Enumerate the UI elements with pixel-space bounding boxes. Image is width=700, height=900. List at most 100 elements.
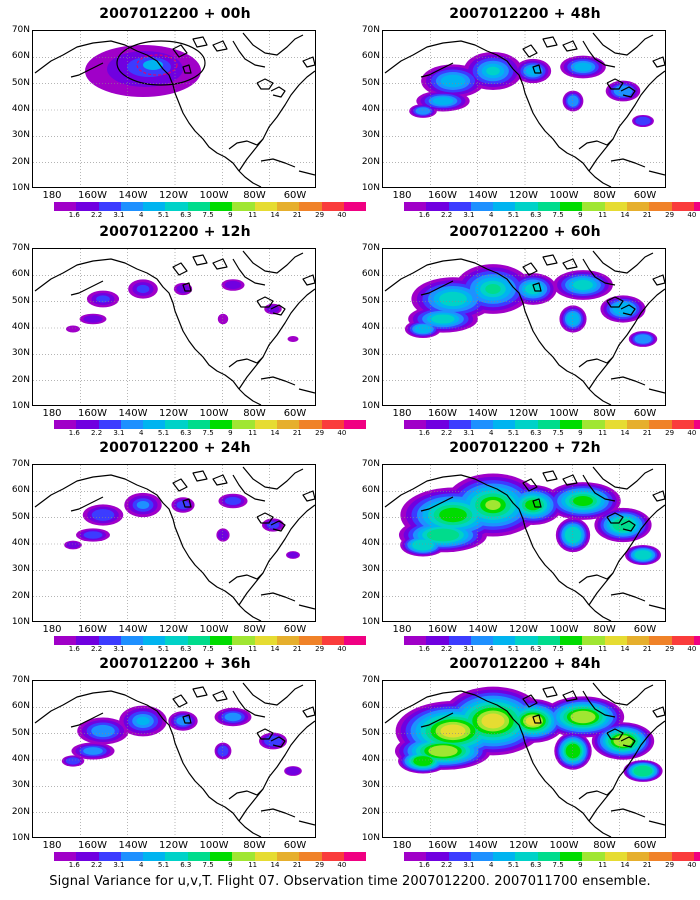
colorbar-swatch <box>165 202 188 211</box>
lon-tick-label: 180 <box>42 624 62 635</box>
colorbar-swatch <box>210 852 233 861</box>
colorbar-swatch <box>120 202 144 211</box>
lat-tick-label: 10N <box>11 401 30 411</box>
lat-tick-label: 10N <box>361 401 380 411</box>
colorbar-label: 11 <box>598 861 608 869</box>
colorbar-label: 4 <box>138 211 144 219</box>
colorbar-swatch <box>493 636 516 645</box>
colorbar-swatch <box>232 202 255 211</box>
colorbar-label: 14 <box>270 429 280 437</box>
lon-tick-label: 120W <box>509 408 538 419</box>
colorbar-swatch <box>582 852 605 861</box>
colorbar-swatch <box>671 852 694 861</box>
panel-title: 2007012200 + 72h <box>449 440 601 456</box>
map-plot <box>32 464 316 622</box>
colorbar-swatch <box>343 636 367 645</box>
colorbar-label: 14 <box>270 645 280 653</box>
colorbar-swatch <box>165 852 188 861</box>
lat-tick-label: 50N <box>361 727 380 738</box>
colorbar-label: 9 <box>228 861 233 869</box>
colorbar-swatch <box>560 202 583 211</box>
lat-tick-label: 10N <box>11 833 30 843</box>
colorbar-label: 14 <box>620 645 630 653</box>
lat-tick-label: 60N <box>361 269 380 280</box>
colorbar-swatch <box>165 420 188 429</box>
colorbar-swatch <box>649 852 672 861</box>
colorbar-swatch <box>343 202 367 211</box>
lon-tick-label: 100W <box>549 408 579 419</box>
colorbar-label: 2.2 <box>441 861 453 869</box>
colorbar-swatch <box>404 636 427 645</box>
colorbar-swatch <box>404 420 427 429</box>
lat-tick-label: 60N <box>11 701 30 712</box>
lon-tick-label: 120W <box>509 190 538 201</box>
colorbar-label: 7.5 <box>552 645 564 653</box>
lat-tick-label: 20N <box>11 156 30 167</box>
colorbar-swatch <box>626 420 650 429</box>
colorbar-labels: 1.6 2.2 3.1 4 5.1 6.3 7.5 9 11 14 21 29 40 <box>404 211 697 220</box>
map-panel: 2007012200 + 72h 70N 60N 50N 40N 30N 20N 10N 180… <box>350 434 700 653</box>
map-panel: 2007012200 + 36h 70N 60N 50N 40N 30N 20N 10N 180… <box>0 650 367 869</box>
colorbar-swatch <box>448 852 471 861</box>
panel-title: 2007012200 + 60h <box>449 224 601 240</box>
colorbar-label: 7.5 <box>202 861 214 869</box>
colorbar-swatch <box>493 852 516 861</box>
colorbar-label: 9 <box>228 211 233 219</box>
colorbar-swatch <box>120 420 144 429</box>
lon-tick-label: 120W <box>509 624 538 635</box>
lon-tick-label: 100W <box>549 840 579 851</box>
colorbar-label: 6.3 <box>530 861 542 869</box>
colorbar-label: 1.6 <box>418 645 430 653</box>
colorbar-label: 21 <box>292 645 302 653</box>
colorbar-swatch <box>404 202 427 211</box>
colorbar-labels: 1.6 2.2 3.1 4 5.1 6.3 7.5 9 11 14 21 29 40 <box>54 861 347 870</box>
colorbar-label: 21 <box>292 429 302 437</box>
colorbar-swatch <box>143 202 166 211</box>
lat-tick-label: 40N <box>361 322 380 332</box>
colorbar-swatch <box>604 420 627 429</box>
colorbar-label: 14 <box>270 861 280 869</box>
lon-tick-label: 120W <box>159 190 188 201</box>
colorbar-label: 1.6 <box>68 429 80 437</box>
colorbar-swatch <box>493 202 516 211</box>
colorbar-swatch <box>626 852 650 861</box>
colorbar-swatch <box>210 636 233 645</box>
lon-tick-label: 120W <box>159 624 188 635</box>
colorbar-label: 6.3 <box>530 211 542 219</box>
colorbar-label: 40 <box>337 429 347 437</box>
panel-title: 2007012200 + 48h <box>449 6 601 22</box>
colorbar-label: 4 <box>488 211 494 219</box>
lat-tick-label: 60N <box>11 51 30 62</box>
colorbar-label: 6.3 <box>530 429 542 437</box>
lon-tick-label: 180 <box>392 840 412 851</box>
colorbar-swatch <box>470 202 494 211</box>
lat-tick-label: 20N <box>11 374 30 385</box>
colorbar-labels: 1.6 2.2 3.1 4 5.1 6.3 7.5 9 11 14 21 29 40 <box>54 645 347 654</box>
lon-tick-label: 100W <box>199 408 229 419</box>
lat-tick-label: 20N <box>361 156 380 167</box>
map-plot <box>382 464 666 622</box>
lat-tick-label: 60N <box>361 701 380 712</box>
lon-tick-label: 140W <box>468 190 498 201</box>
colorbar-label: 40 <box>687 645 697 653</box>
lat-tick-label: 50N <box>11 727 30 738</box>
colorbar-label: 1.6 <box>418 211 430 219</box>
colorbar-swatch <box>76 852 99 861</box>
colorbar-label: 3.1 <box>113 861 125 869</box>
lat-tick-label: 60N <box>11 269 30 280</box>
colorbar-label: 21 <box>292 211 302 219</box>
colorbar-label: 21 <box>292 861 302 869</box>
colorbar-swatch <box>604 202 627 211</box>
colorbar-label: 3.1 <box>113 211 125 219</box>
lat-tick-label: 60N <box>361 51 380 62</box>
colorbar-swatch <box>232 420 255 429</box>
colorbar-swatch <box>187 202 211 211</box>
colorbar-swatch <box>254 420 277 429</box>
colorbar-swatch <box>693 420 700 429</box>
lat-tick-label: 20N <box>11 590 30 601</box>
colorbar-swatch <box>98 852 121 861</box>
lat-tick-label: 40N <box>361 754 380 764</box>
colorbar <box>54 202 367 211</box>
colorbar-swatch <box>671 420 694 429</box>
colorbar-swatch <box>693 636 700 645</box>
